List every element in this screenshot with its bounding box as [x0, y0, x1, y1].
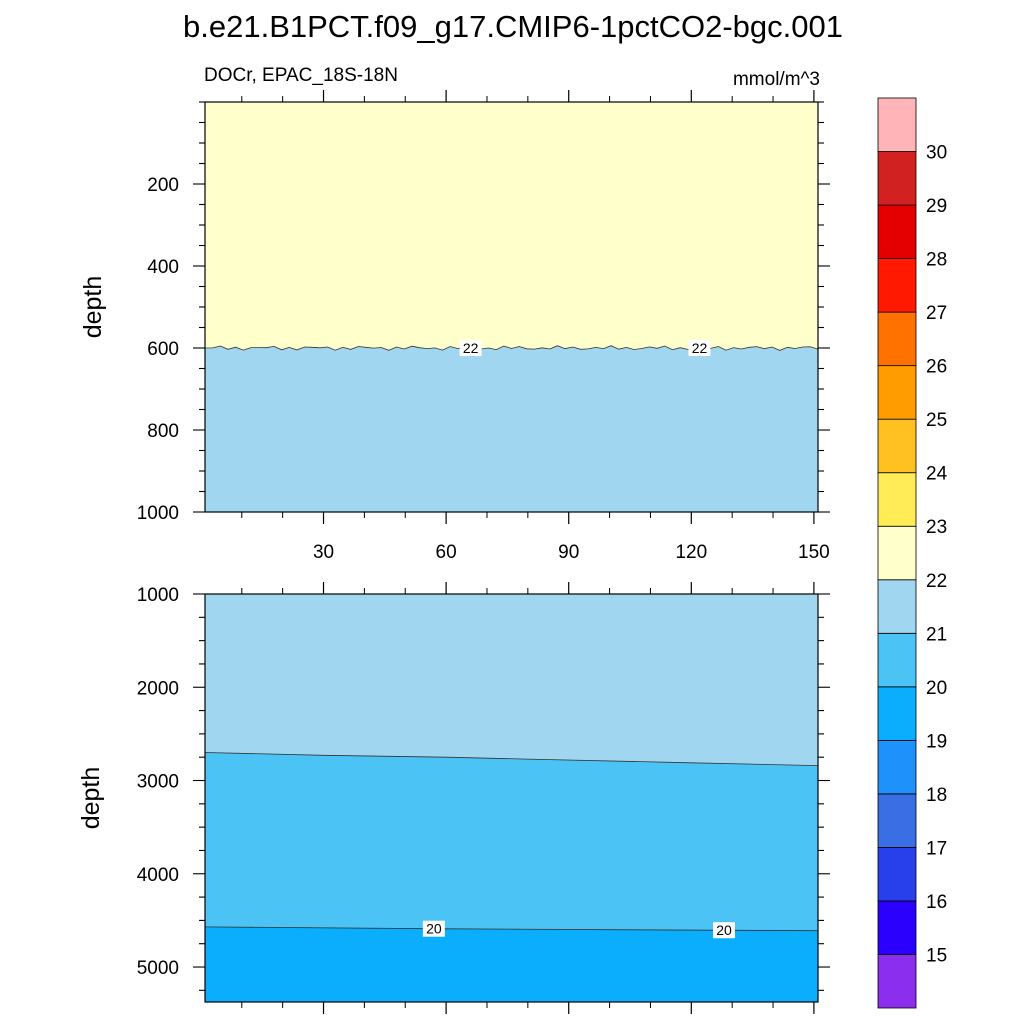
colorbar-swatch [877, 632, 917, 688]
colorbar-label: 29 [926, 196, 947, 217]
band-20-21 [205, 752, 818, 931]
colorbar-swatch [877, 847, 917, 902]
y-tick-label: 600 [147, 339, 179, 360]
y-axis-label: depth [77, 767, 105, 830]
y-axis-label: depth [79, 276, 107, 339]
colorbar-label: 20 [926, 678, 947, 699]
colorbar-label: 26 [926, 357, 947, 378]
band-22-23 [205, 102, 818, 351]
colorbar-label: 16 [926, 892, 947, 913]
colorbar-label: 28 [926, 250, 947, 271]
colorbar-label: 27 [926, 303, 947, 324]
contour-line-21 [204, 752, 819, 766]
colorbar-label: 22 [926, 571, 947, 592]
colorbar-label: 15 [926, 945, 947, 966]
y-tick-label: 200 [147, 175, 179, 196]
x-tick-label: 90 [558, 542, 579, 563]
x-tick-label: 60 [436, 542, 457, 563]
colorbar-swatch [877, 900, 917, 955]
colorbar-swatch [877, 793, 917, 848]
y-tick-label: 5000 [137, 958, 179, 979]
x-tick-label: 120 [675, 542, 707, 563]
colorbar-label: 19 [926, 731, 947, 752]
y-tick-label: 1000 [137, 585, 179, 606]
colorbar-label: 30 [926, 143, 947, 164]
colorbar-swatch [877, 739, 917, 795]
colorbar-swatch [877, 151, 917, 206]
contour-label-box [713, 922, 736, 939]
contour-label-box [459, 340, 482, 356]
colorbar-swatch [877, 418, 917, 474]
colorbar: 15 16 17 18 19 20 21 22 23 24 25 26 27 28 29 30 [877, 97, 948, 1009]
colorbar-swatch [877, 579, 917, 634]
colorbar-label: 21 [926, 624, 947, 645]
contour-label: 22 [463, 340, 479, 356]
colorbar-label: 18 [926, 785, 947, 806]
contour-label: 22 [692, 340, 708, 356]
y-tick-label: 2000 [137, 678, 179, 699]
y-tick-label: 4000 [137, 865, 179, 886]
colorbar-swatch [877, 311, 917, 367]
colorbar-label: 24 [926, 464, 948, 485]
colorbar-swatch [877, 472, 917, 527]
y-tick-label: 400 [147, 257, 179, 278]
panel-bottom: 20 20 1000 2000 3000 4000 5000 depth [77, 582, 830, 1014]
colorbar-swatch [877, 204, 917, 259]
x-tick-label: 150 [798, 542, 830, 563]
contour-label-box [688, 340, 711, 356]
contour-label: 20 [716, 922, 732, 938]
panel-top: 22 22 30 60 90 120 150 200 400 600 800 1000 depth [79, 90, 830, 563]
y-tick-label: 1000 [137, 503, 179, 524]
colorbar-swatch [877, 258, 917, 313]
colorbar-label: 23 [926, 517, 947, 538]
band-21-22 [205, 594, 818, 766]
colorbar-swatch [877, 954, 917, 1009]
colorbar-label: 17 [926, 838, 947, 859]
contour-label: 20 [426, 921, 442, 937]
contour-label-box [422, 920, 445, 937]
colorbar-swatch [877, 686, 917, 741]
y-tick-label: 3000 [137, 772, 179, 793]
figure-title: b.e21.B1PCT.f09_g17.CMIP6-1pctCO2-bgc.00… [183, 9, 843, 44]
colorbar-swatch [877, 97, 917, 152]
x-tick-label: 30 [313, 542, 334, 563]
panel-unit-label: mmol/m^3 [733, 69, 820, 90]
y-tick-label: 800 [147, 421, 179, 442]
panel-variable-label: DOCr, EPAC_18S-18N [204, 65, 398, 86]
plot-frame [204, 593, 819, 1003]
contour-line-22 [204, 345, 819, 351]
colorbar-swatch [877, 525, 917, 581]
colorbar-label: 25 [926, 410, 947, 431]
colorbar-swatch [877, 365, 917, 420]
